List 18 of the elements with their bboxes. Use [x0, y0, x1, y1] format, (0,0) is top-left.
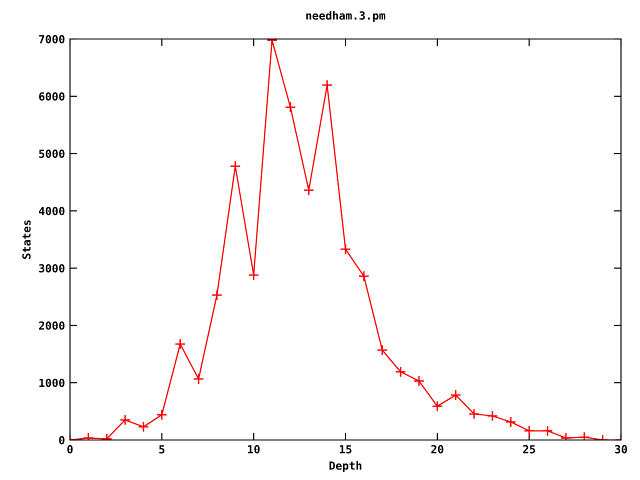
y-tick-label: 4000	[38, 206, 64, 216]
x-tick-label: 15	[340, 445, 352, 454]
x-tick-label: 10	[248, 445, 260, 454]
x-axis-title: Depth	[330, 461, 362, 472]
y-tick-label: 0	[59, 436, 64, 444]
y-tick-label: 3000	[39, 264, 64, 273]
y-tick-label: 2000	[39, 321, 64, 330]
x-tick-label: 20	[431, 445, 444, 454]
y-tick-label: 7000	[39, 34, 64, 44]
x-tick-label: 25	[523, 445, 536, 454]
y-tick-label: 6000	[39, 92, 64, 101]
y-tick-label: 5000	[39, 150, 64, 158]
x-tick-label: 5	[159, 445, 164, 454]
chart-title: needham.3.pm	[306, 11, 386, 22]
x-tick-label: 30	[614, 445, 628, 454]
y-tick-label: 1000	[39, 378, 64, 388]
x-tick-label: 0	[67, 445, 73, 454]
y-axis-title: States	[22, 220, 31, 259]
